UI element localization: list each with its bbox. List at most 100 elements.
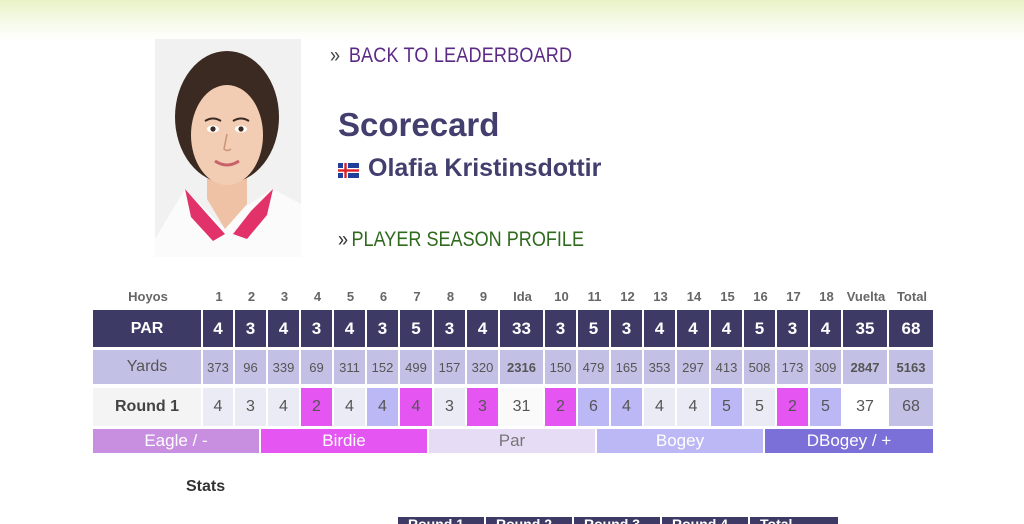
hole-header-cell: 6 [379, 289, 388, 304]
yards-cell: 5163 [889, 350, 935, 384]
hole-header-cell: Vuelta [846, 289, 886, 304]
hole-header-cell: 4 [313, 289, 322, 304]
round-score-label: Round 1 [93, 388, 203, 426]
stats-tab[interactable]: Round 1 [398, 517, 486, 524]
hole-header-cell: 5 [346, 289, 355, 304]
hole-header-cell: 11 [587, 289, 602, 304]
par-label: PAR [93, 310, 203, 347]
round-score-cell: 68 [889, 388, 935, 426]
par-cell: 4 [268, 310, 301, 347]
round-score-cell: 4 [400, 388, 434, 426]
stats-tab[interactable]: Total [750, 517, 840, 524]
hole-header-cell: 9 [479, 289, 488, 304]
back-link-label: BACK TO LEADERBOARD [348, 44, 573, 67]
round-score-cell: 5 [711, 388, 744, 426]
hole-header-cell: 1 [215, 289, 223, 304]
yards-row: Yards 373 96 339 69 311 152 499 157 320 2316 150 479… [93, 350, 935, 384]
yards-cell: 309 [810, 350, 843, 384]
round-score-cell: 3 [467, 388, 500, 426]
hole-header-cell: 8 [446, 289, 455, 304]
round-score-cell: 2 [301, 388, 334, 426]
round-score-cell: 37 [843, 388, 889, 426]
yards-cell: 152 [367, 350, 400, 384]
hole-header-label: Hoyos [128, 289, 168, 304]
round-score-cell: 4 [677, 388, 711, 426]
par-cell: 68 [889, 310, 935, 347]
hole-header-cell: 17 [786, 289, 801, 304]
legend-bogey: Bogey [597, 429, 765, 453]
round-score-cell: 5 [744, 388, 777, 426]
yards-cell: 150 [545, 350, 578, 384]
score-legend: Eagle / - Birdie Par Bogey DBogey / + [93, 429, 935, 453]
yards-cell: 479 [578, 350, 611, 384]
par-cell: 3 [777, 310, 810, 347]
header-row: Hoyos 1 2 3 4 5 6 7 8 9 Ida 10 11 12 13 14 15 16 17 18 Vuelt… [93, 283, 935, 310]
par-row: PAR 4 3 4 3 4 3 5 3 4 33 3 5 3 4 4 4 5 3 4 35 68 [93, 310, 935, 347]
hole-header-cell: 15 [720, 289, 735, 304]
top-gradient-band [0, 0, 1024, 40]
player-photo [155, 39, 301, 257]
yards-cell: 96 [235, 350, 268, 384]
hole-header-cell: 3 [280, 289, 289, 304]
par-cell: 4 [711, 310, 744, 347]
yards-cell: 297 [677, 350, 711, 384]
yards-cell: 157 [434, 350, 467, 384]
round-score-cell: 2 [777, 388, 810, 426]
hole-header-cell: 14 [686, 289, 702, 304]
round-score-cell: 3 [235, 388, 268, 426]
round-score-cell: 4 [611, 388, 644, 426]
round-score-cell: 4 [644, 388, 677, 426]
par-cell: 4 [334, 310, 367, 347]
yards-label: Yards [93, 350, 203, 384]
par-cell: 4 [810, 310, 843, 347]
hole-header-cell: 2 [247, 289, 256, 304]
legend-birdie: Birdie [261, 429, 429, 453]
round-score-cell: 4 [367, 388, 400, 426]
back-to-leaderboard-link[interactable]: » BACK TO LEADERBOARD [330, 44, 572, 68]
legend-eagle: Eagle / - [93, 429, 261, 453]
par-cell: 3 [235, 310, 268, 347]
player-season-profile-link[interactable]: » PLAYER SEASON PROFILE [338, 228, 584, 252]
legend-par: Par [429, 429, 597, 453]
scorecard-table: Hoyos 1 2 3 4 5 6 7 8 9 Ida 10 11 12 13 14 15 16 17 18 Vuelt… [93, 283, 935, 453]
yards-cell: 173 [777, 350, 810, 384]
hole-header-cell: 7 [413, 289, 421, 304]
yards-cell: 373 [203, 350, 235, 384]
par-cell: 5 [400, 310, 434, 347]
round-score-cell: 6 [578, 388, 611, 426]
hole-header-cell: 18 [819, 289, 834, 304]
raquo-icon: » [330, 44, 341, 67]
yards-cell: 165 [611, 350, 644, 384]
hole-header-cell: 10 [554, 289, 569, 304]
par-cell: 3 [434, 310, 467, 347]
yards-cell: 339 [268, 350, 301, 384]
legend-dbogey: DBogey / + [765, 429, 935, 453]
page-title: Scorecard [338, 106, 500, 143]
stats-tab[interactable]: Round 4 [662, 517, 750, 524]
par-cell: 4 [677, 310, 711, 347]
par-cell: 5 [744, 310, 777, 347]
round-score-cell: 2 [545, 388, 578, 426]
yards-cell: 499 [400, 350, 434, 384]
hole-header-cell: 13 [653, 289, 668, 304]
player-name: Olafia Kristinsdottir [368, 154, 602, 182]
yards-cell: 2847 [843, 350, 889, 384]
yards-cell: 413 [711, 350, 744, 384]
par-cell: 4 [203, 310, 235, 347]
round-score-cell: 4 [268, 388, 301, 426]
yards-cell: 508 [744, 350, 777, 384]
player-heading: Olafia Kristinsdottir [338, 154, 601, 183]
yards-cell: 2316 [500, 350, 545, 384]
round-score-cell: 31 [500, 388, 545, 426]
par-cell: 5 [578, 310, 611, 347]
yards-cell: 69 [301, 350, 334, 384]
par-cell: 3 [301, 310, 334, 347]
iceland-flag-icon [338, 163, 359, 178]
stats-tab[interactable]: Round 2 [486, 517, 574, 524]
stats-label: Stats [186, 478, 226, 495]
stats-tab[interactable]: Round 3 [574, 517, 662, 524]
raquo-icon: » [338, 228, 349, 251]
yards-cell: 311 [334, 350, 367, 384]
yards-cell: 353 [644, 350, 677, 384]
